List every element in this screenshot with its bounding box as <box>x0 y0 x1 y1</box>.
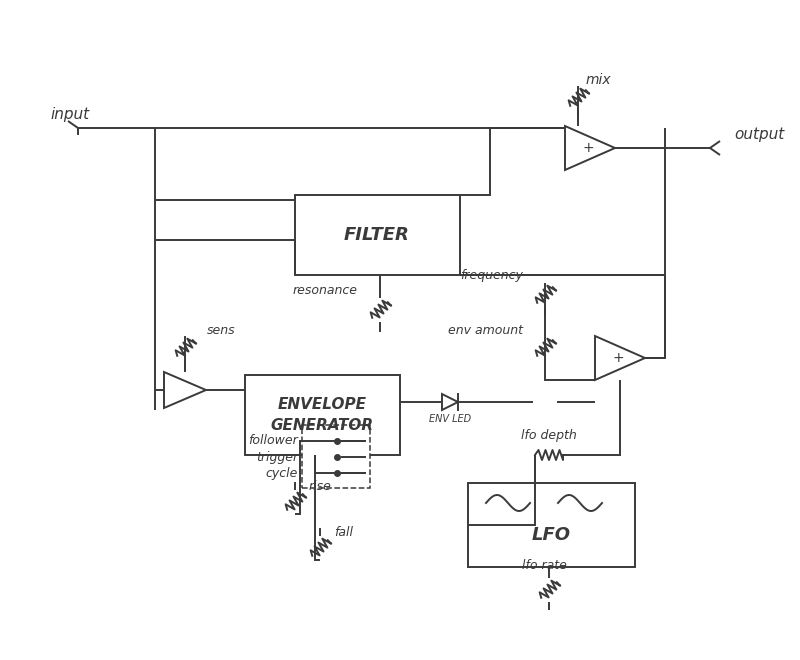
Text: fall: fall <box>334 525 353 539</box>
Text: sens: sens <box>207 323 236 337</box>
FancyBboxPatch shape <box>302 425 370 488</box>
Text: ENVELOPE
GENERATOR: ENVELOPE GENERATOR <box>270 397 374 433</box>
Text: resonance: resonance <box>293 284 358 296</box>
FancyBboxPatch shape <box>245 375 400 455</box>
Text: cycle: cycle <box>266 467 298 480</box>
FancyBboxPatch shape <box>295 195 460 275</box>
Text: mix: mix <box>585 73 611 87</box>
Text: follower: follower <box>248 434 298 447</box>
Text: rise: rise <box>309 480 332 492</box>
Text: +: + <box>612 351 624 365</box>
Text: lfo depth: lfo depth <box>521 429 577 442</box>
Text: frequency: frequency <box>460 269 523 282</box>
Text: lfo rate: lfo rate <box>522 559 566 572</box>
Text: input: input <box>50 106 89 121</box>
Text: output: output <box>734 127 784 141</box>
FancyBboxPatch shape <box>468 483 635 567</box>
Text: LFO: LFO <box>531 526 570 544</box>
Text: env amount: env amount <box>448 323 523 337</box>
Text: trigger: trigger <box>256 451 298 463</box>
Text: FILTER: FILTER <box>344 226 410 244</box>
Text: ENV LED: ENV LED <box>429 414 471 424</box>
Text: +: + <box>582 141 594 155</box>
